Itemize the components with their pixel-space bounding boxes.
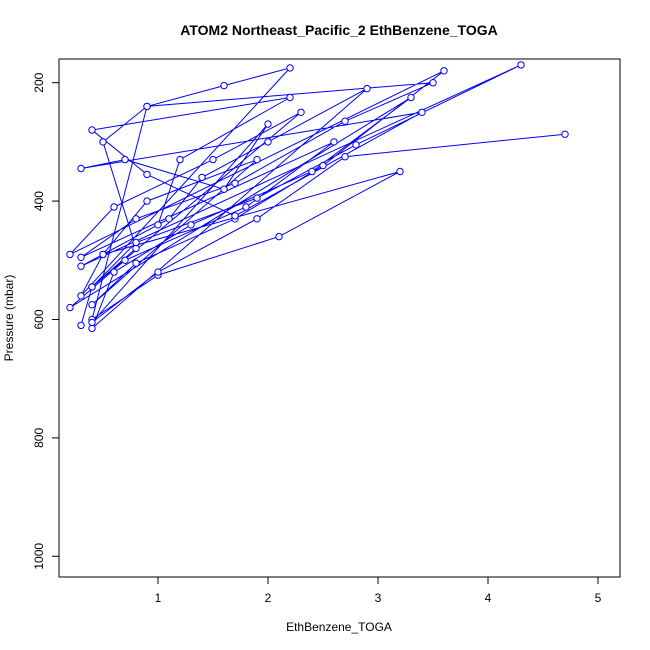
x-tick-label: 4 [485,591,492,605]
data-point [561,130,569,138]
data-point [341,153,349,161]
data-point [198,173,206,182]
data-point [253,215,261,223]
x-tick-label: 2 [265,591,272,605]
series-line [69,64,566,329]
data-point [99,138,107,146]
data-point [154,221,162,229]
data-point [143,170,151,179]
data-point [176,155,184,164]
data-point [66,250,74,259]
y-tick-label: 600 [32,309,46,329]
data-point [396,167,404,176]
data-point [121,256,129,264]
data-point [231,179,239,188]
data-point [132,259,140,267]
data-point [99,250,107,259]
data-point [319,161,327,170]
data-point [88,324,96,333]
data-point [110,268,118,276]
data-point [352,141,360,149]
chart-title: ATOM2 Northeast_Pacific_2 EthBenzene_TOG… [180,22,497,38]
data-point [187,221,195,229]
data-series [66,61,569,333]
data-point [242,203,250,211]
x-tick-label: 3 [375,591,382,605]
y-tick-label: 1000 [32,543,46,570]
data-point [132,215,140,223]
data-point [132,238,140,247]
data-point [231,212,239,220]
data-point [77,262,85,270]
data-point [77,164,85,173]
data-point [110,203,118,211]
y-axis-label: Pressure (mbar) [2,275,16,362]
data-point [253,155,261,164]
data-point [418,108,426,117]
data-point [286,93,294,102]
data-point [330,138,338,146]
data-point [88,301,96,309]
data-point [517,61,525,69]
data-point [407,93,415,102]
data-point [297,108,305,117]
data-point [209,155,217,164]
data-point [308,167,316,176]
data-point [429,79,437,87]
data-point [341,117,349,125]
data-point [253,194,261,202]
data-point [165,215,173,223]
data-point [275,232,283,241]
data-point [88,283,96,291]
data-point [143,102,151,111]
x-axis-label: EthBenzene_TOGA [286,620,392,634]
y-tick-label: 800 [32,428,46,448]
y-axis: 200 400 600 800 1000 [32,72,60,570]
data-point [66,303,74,312]
data-point [440,67,448,75]
data-point [77,253,85,261]
data-point [363,84,371,93]
data-point [264,138,272,146]
data-point [88,318,96,327]
x-tick-label: 1 [155,591,162,605]
data-point [286,64,294,72]
data-point [121,155,129,164]
data-point [77,321,85,330]
y-tick-label: 400 [32,191,46,211]
data-point [154,268,162,276]
data-point [264,120,272,128]
data-point [220,185,228,193]
x-tick-label: 5 [595,591,602,605]
data-point [220,81,228,90]
data-point [88,126,96,134]
x-axis: 1 2 3 4 5 [155,576,602,605]
data-point [77,292,85,300]
data-point [143,197,151,205]
y-tick-label: 200 [32,72,46,92]
